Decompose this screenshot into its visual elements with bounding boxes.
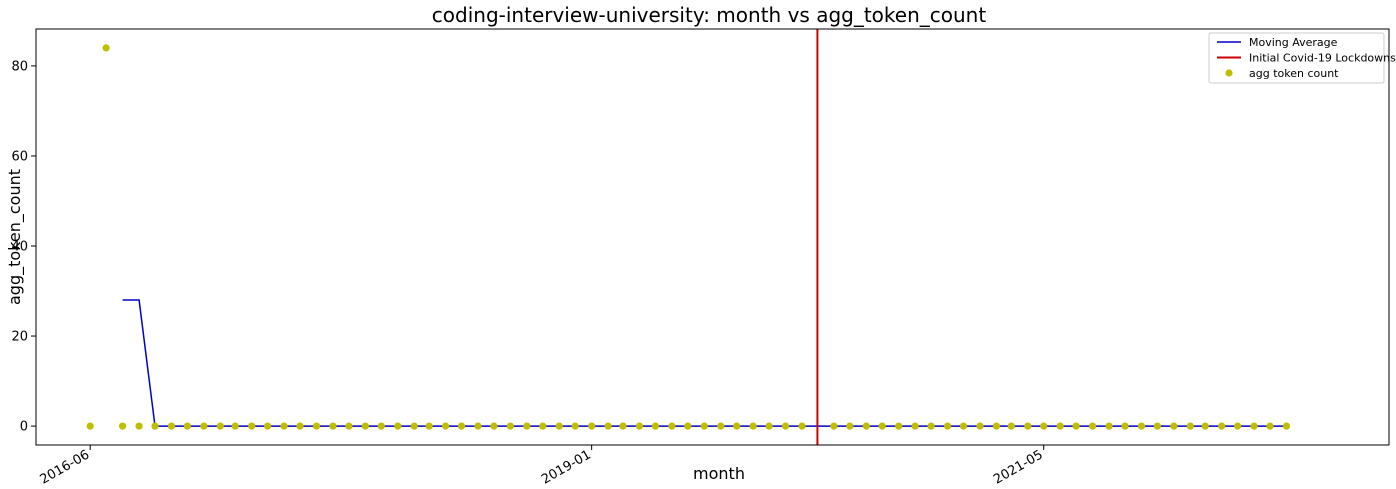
agg-token-count-point [1040, 422, 1048, 430]
agg-token-count-point [555, 422, 563, 430]
agg-token-count-point [1137, 422, 1146, 430]
legend-label: Moving Average [1249, 36, 1338, 49]
agg-token-count-point [523, 422, 531, 430]
x-axis-label: month [693, 464, 745, 483]
agg-token-count-point [135, 422, 143, 430]
agg-token-count-point [183, 422, 191, 430]
agg-token-count-point [1007, 422, 1015, 430]
agg-token-count-point [588, 422, 596, 430]
agg-token-count-point [457, 422, 466, 430]
agg-token-count-point [248, 422, 256, 430]
agg-token-count-point [604, 422, 612, 430]
agg-token-count-point [733, 422, 741, 430]
agg-token-count-point [1234, 422, 1242, 430]
agg-token-count-point [345, 422, 353, 430]
agg-token-count-point [151, 422, 159, 430]
agg-token-count-point [976, 422, 984, 430]
agg-token-count-point [1072, 422, 1080, 430]
agg-token-count-point [1153, 422, 1161, 430]
agg-token-count-point [992, 422, 1001, 430]
agg-token-count-point [1088, 422, 1097, 430]
y-tick-label: 40 [11, 240, 28, 255]
legend-label: agg token count [1249, 67, 1339, 80]
agg-token-count-point [296, 422, 304, 430]
agg-token-count-point [1121, 422, 1129, 430]
agg-token-count-point [781, 422, 790, 430]
y-axis-label: agg_token_count [5, 169, 25, 305]
agg-token-count-point [167, 422, 176, 430]
agg-token-count-point [539, 422, 547, 430]
agg-token-count-point [264, 422, 272, 430]
agg-token-count-point [619, 422, 627, 430]
agg-token-count-point [1218, 422, 1226, 430]
agg-token-count-point [394, 422, 402, 430]
agg-token-count-point [1056, 422, 1064, 430]
y-axis: 0 20 40 60 80 [11, 59, 36, 435]
agg-token-count-point [86, 422, 94, 430]
legend-box [1208, 32, 1385, 84]
agg-token-count-point [668, 422, 676, 430]
agg-token-count-point [1105, 422, 1113, 430]
agg-token-count-point [571, 422, 579, 430]
agg-token-count-point [506, 422, 514, 430]
agg-token-count-point [1250, 422, 1258, 430]
legend-marker-agg-token-count [1225, 69, 1233, 77]
agg-token-count-point [474, 422, 482, 430]
agg-token-count-point [1024, 422, 1032, 430]
agg-token-count-point [895, 422, 903, 430]
y-tick-label: 80 [11, 59, 28, 74]
agg-token-count-point [216, 422, 224, 430]
agg-token-count-point [765, 422, 773, 430]
agg-token-count-point [118, 422, 127, 430]
agg-token-count-point [231, 422, 239, 430]
agg-token-count-point [377, 422, 385, 430]
agg-token-count-point [200, 422, 208, 430]
legend: Moving Average Initial Covid-19 Lockdowns… [1208, 32, 1396, 84]
agg-token-count-point [830, 422, 838, 430]
agg-token-count-point [943, 422, 952, 430]
y-tick-label: 0 [20, 420, 28, 435]
agg-token-count-point [102, 44, 110, 52]
agg-token-count-point [329, 422, 337, 430]
agg-token-count-point [312, 422, 321, 430]
agg-token-count-point [1266, 422, 1274, 430]
agg-token-count-point [410, 422, 418, 430]
agg-token-count-point [1201, 422, 1209, 430]
agg-token-count-point [425, 422, 433, 430]
agg-token-count-point [927, 422, 935, 430]
agg-token-count-point [1282, 422, 1291, 430]
agg-token-count-point [684, 422, 692, 430]
y-tick-label: 20 [11, 330, 28, 345]
agg-token-count-point [959, 422, 968, 430]
agg-token-count-point [490, 422, 498, 430]
agg-token-count-point [846, 422, 854, 430]
agg-token-count-point [441, 422, 450, 430]
agg-token-count-point [361, 422, 369, 430]
agg-token-count-point [635, 422, 644, 430]
chart-title: coding-interview-university: month vs ag… [432, 3, 987, 27]
agg-token-count-point [1170, 422, 1178, 430]
agg-token-count-point [749, 422, 757, 430]
data-marks [86, 29, 1291, 445]
agg-token-count-point [798, 422, 806, 430]
agg-token-count-point [911, 422, 919, 430]
agg-token-count-point [878, 422, 886, 430]
agg-token-count-point [717, 422, 725, 430]
agg-token-count-point [700, 422, 708, 430]
y-tick-label: 60 [11, 149, 28, 164]
plot-frame [35, 28, 1390, 446]
agg-token-count-point [862, 422, 870, 430]
agg-token-count-point [1186, 422, 1194, 430]
legend-label: Initial Covid-19 Lockdowns [1249, 52, 1396, 65]
agg-token-count-point [280, 422, 288, 430]
agg-token-count-point [651, 422, 659, 430]
